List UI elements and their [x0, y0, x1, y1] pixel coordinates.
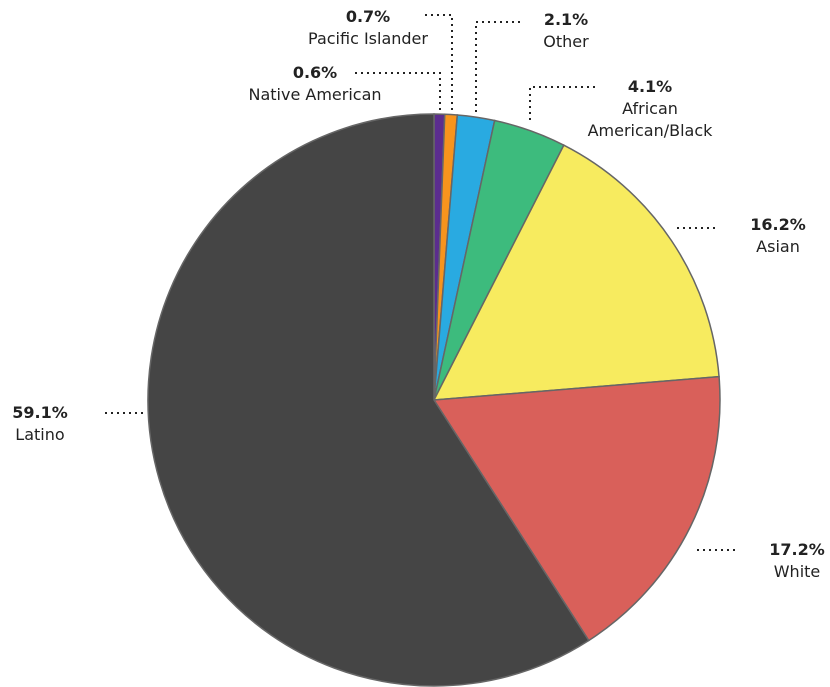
category-label: Native American	[248, 85, 382, 104]
pie-slice	[147, 113, 590, 687]
leader-line	[355, 72, 441, 113]
category-label: Pacific Islander	[308, 29, 428, 48]
slice-label: 4.1% African American/Black	[583, 76, 718, 142]
slice-label: 59.1% Latino	[12, 402, 68, 446]
category-label: African American/Black	[587, 99, 713, 140]
value-label: 2.1%	[543, 10, 589, 29]
value-label: 0.7%	[345, 7, 391, 26]
slice-label: 0.7% Pacific Islander	[308, 6, 428, 50]
value-label: 4.1%	[627, 77, 673, 96]
category-label: Other	[543, 32, 589, 51]
value-label: 59.1%	[12, 403, 68, 422]
slice-label: 0.6% Native American	[248, 62, 381, 106]
leader-line	[475, 21, 520, 113]
value-label: 16.2%	[750, 215, 806, 234]
value-label: 17.2%	[769, 540, 825, 559]
pie-slice	[432, 144, 720, 401]
slice-label: 17.2% White	[769, 539, 825, 583]
category-label: White	[773, 562, 821, 581]
category-label: Asian	[756, 237, 800, 256]
category-label: Latino	[15, 425, 65, 444]
pie-slice	[432, 375, 721, 642]
slice-label: 2.1% Other	[543, 9, 588, 53]
leader-line	[425, 14, 453, 113]
value-label: 0.6%	[292, 63, 338, 82]
slice-label: 16.2% Asian	[750, 214, 806, 258]
